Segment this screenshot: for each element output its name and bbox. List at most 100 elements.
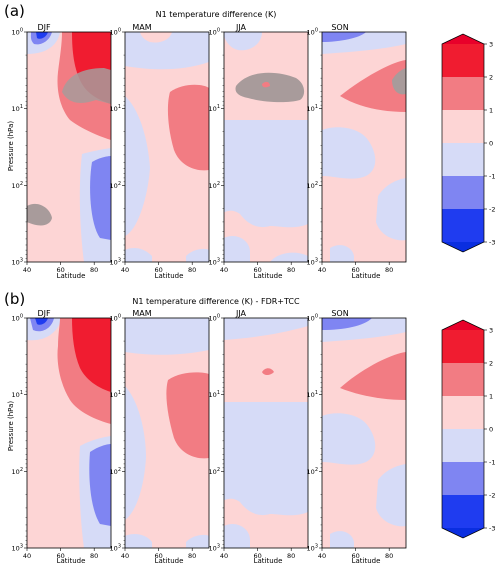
- axes-frame-1-0: [26, 317, 112, 549]
- x-axis-label-a-1: Latitude: [56, 272, 86, 280]
- x-tick-label-0-0-2: 80: [90, 266, 98, 274]
- x-tick-label-1-1-0: 40: [121, 552, 129, 560]
- y-tick-label-1-3-2: 102: [307, 467, 318, 476]
- season-title-a-son: SON: [331, 23, 349, 32]
- season-title-a-mam: MAM: [132, 23, 152, 32]
- colorbar-tick-label-1-1: 2: [489, 360, 493, 368]
- colorbar-layer: 3 2 1 0 -1 -2 -3 3 2 1 0 -1 -2 -3: [441, 33, 495, 539]
- x-tick-label-0-3-1: 60: [351, 266, 359, 274]
- y-tick-label-0-2-0: 100: [209, 28, 220, 37]
- colorbar-tick-label-0-2: 1: [489, 107, 493, 115]
- y-tick-label-1-3-1: 101: [307, 390, 318, 399]
- x-tick-label-1-2-2: 80: [287, 552, 295, 560]
- colorbar-tick-label-1-5: -2: [489, 492, 495, 500]
- colorbar-tick-label-1-2: 1: [489, 393, 493, 401]
- x-tick-label-0-3-2: 80: [385, 266, 393, 274]
- axes-frame-1-3: [321, 317, 407, 549]
- y-tick-label-1-1-1: 101: [110, 390, 121, 399]
- x-tick-label-0-2-2: 80: [287, 266, 295, 274]
- x-tick-label-1-1-2: 80: [188, 552, 196, 560]
- y-tick-label-1-3-0: 100: [307, 314, 318, 323]
- y-tick-label-0-2-1: 101: [209, 104, 220, 113]
- colorbar-tick-label-0-0: 3: [489, 41, 493, 49]
- colorbar-segment-0-5: [442, 209, 484, 242]
- colorbar-segment-1-1: [442, 363, 484, 396]
- colorbar-segment-1-5: [442, 495, 484, 528]
- season-title-a-djf: DJF: [37, 23, 51, 32]
- x-axis-label-a-2: Latitude: [154, 272, 184, 280]
- x-tick-label-0-0-1: 60: [56, 266, 64, 274]
- y-tick-label-0-1-3: 103: [110, 258, 121, 267]
- axes-frame-0-0: [26, 31, 112, 263]
- x-tick-label-0-0-0: 40: [23, 266, 31, 274]
- season-title-b-djf: DJF: [37, 309, 51, 318]
- x-axis-label-b-2: Latitude: [154, 557, 184, 565]
- x-tick-label-0-3-0: 40: [318, 266, 326, 274]
- colorbar-segment-0-0: [442, 44, 484, 77]
- y-tick-label-1-1-3: 103: [110, 544, 121, 553]
- colorbar-segment-0-4: [442, 176, 484, 209]
- y-tick-label-1-1-2: 102: [110, 467, 121, 476]
- colorbar-tick-label-1-3: 0: [489, 426, 493, 434]
- colorbar-extend-top-0: [442, 34, 484, 44]
- y-tick-label-0-3-1: 101: [307, 104, 318, 113]
- x-tick-label-1-2-0: 40: [220, 552, 228, 560]
- colorbar-segment-1-4: [442, 462, 484, 495]
- y-tick-label-1-2-3: 103: [209, 544, 220, 553]
- y-tick-label-0-3-3: 103: [307, 258, 318, 267]
- y-tick-label-0-3-2: 102: [307, 181, 318, 190]
- colorbar-tick-label-0-4: -1: [489, 173, 495, 181]
- colorbar-segment-1-2: [442, 396, 484, 429]
- colorbar-tick-label-1-6: -3: [489, 525, 495, 533]
- y-tick-label-1-0-1: 101: [12, 390, 23, 399]
- colorbar-segment-1-3: [442, 429, 484, 462]
- panel-a-djf-field: [27, 32, 111, 262]
- x-tick-label-1-3-2: 80: [385, 552, 393, 560]
- season-title-a-jja: JJA: [235, 23, 247, 32]
- axes-frame-0-3: [321, 31, 407, 263]
- colorbar-extend-top-1: [442, 320, 484, 330]
- y-tick-label-1-0-0: 100: [12, 314, 23, 323]
- x-tick-label-1-3-0: 40: [318, 552, 326, 560]
- y-tick-label-0-1-0: 100: [110, 28, 121, 37]
- x-tick-label-1-0-2: 80: [90, 552, 98, 560]
- colorbar-tick-label-0-5: -2: [489, 206, 495, 214]
- y-tick-label-0-0-0: 100: [12, 28, 23, 37]
- y-tick-label-1-0-3: 103: [12, 544, 23, 553]
- panel-a-title: N1 temperature difference (K): [155, 10, 277, 19]
- panel-a-son-field: [322, 32, 406, 262]
- x-axis-label-b-1: Latitude: [56, 557, 86, 565]
- colorbar-tick-label-1-4: -1: [489, 459, 495, 467]
- season-title-b-jja: JJA: [235, 309, 247, 318]
- x-axis-label-b-3: Latitude: [253, 557, 283, 565]
- axes-frame-0-1: [124, 31, 210, 263]
- x-tick-label-1-0-1: 60: [56, 552, 64, 560]
- x-tick-label-0-1-1: 60: [154, 266, 162, 274]
- colorbar-segment-0-3: [442, 143, 484, 176]
- season-title-b-mam: MAM: [132, 309, 152, 318]
- x-tick-label-0-2-1: 60: [253, 266, 261, 274]
- y-tick-label-0-1-2: 102: [110, 181, 121, 190]
- y-tick-label-1-2-1: 101: [209, 390, 220, 399]
- panel-b-mam-field: [125, 318, 209, 548]
- axes-frame-0-2: [223, 31, 309, 263]
- y-tick-label-0-2-2: 102: [209, 181, 220, 190]
- panel-a-label: (a): [4, 2, 25, 20]
- y-tick-label-0-1-1: 101: [110, 104, 121, 113]
- panel-a-jja-field: [224, 32, 308, 262]
- x-axis-label-a-4: Latitude: [351, 272, 381, 280]
- colorbar-tick-label-0-3: 0: [489, 140, 493, 148]
- panel-b-son-field: [322, 318, 406, 548]
- x-tick-label-0-1-0: 40: [121, 266, 129, 274]
- y-tick-label-1-0-2: 102: [12, 467, 23, 476]
- x-tick-label-1-0-0: 40: [23, 552, 31, 560]
- panel-b-label: (b): [4, 290, 26, 308]
- colorbar-segment-1-0: [442, 330, 484, 363]
- y-tick-label-1-2-2: 102: [209, 467, 220, 476]
- y-tick-label-1-3-3: 103: [307, 544, 318, 553]
- y-tick-label-1-1-0: 100: [110, 314, 121, 323]
- x-tick-label-1-1-1: 60: [154, 552, 162, 560]
- colorbar-segment-0-1: [442, 77, 484, 110]
- colorbar-segment-0-2: [442, 110, 484, 143]
- x-tick-label-1-3-1: 60: [351, 552, 359, 560]
